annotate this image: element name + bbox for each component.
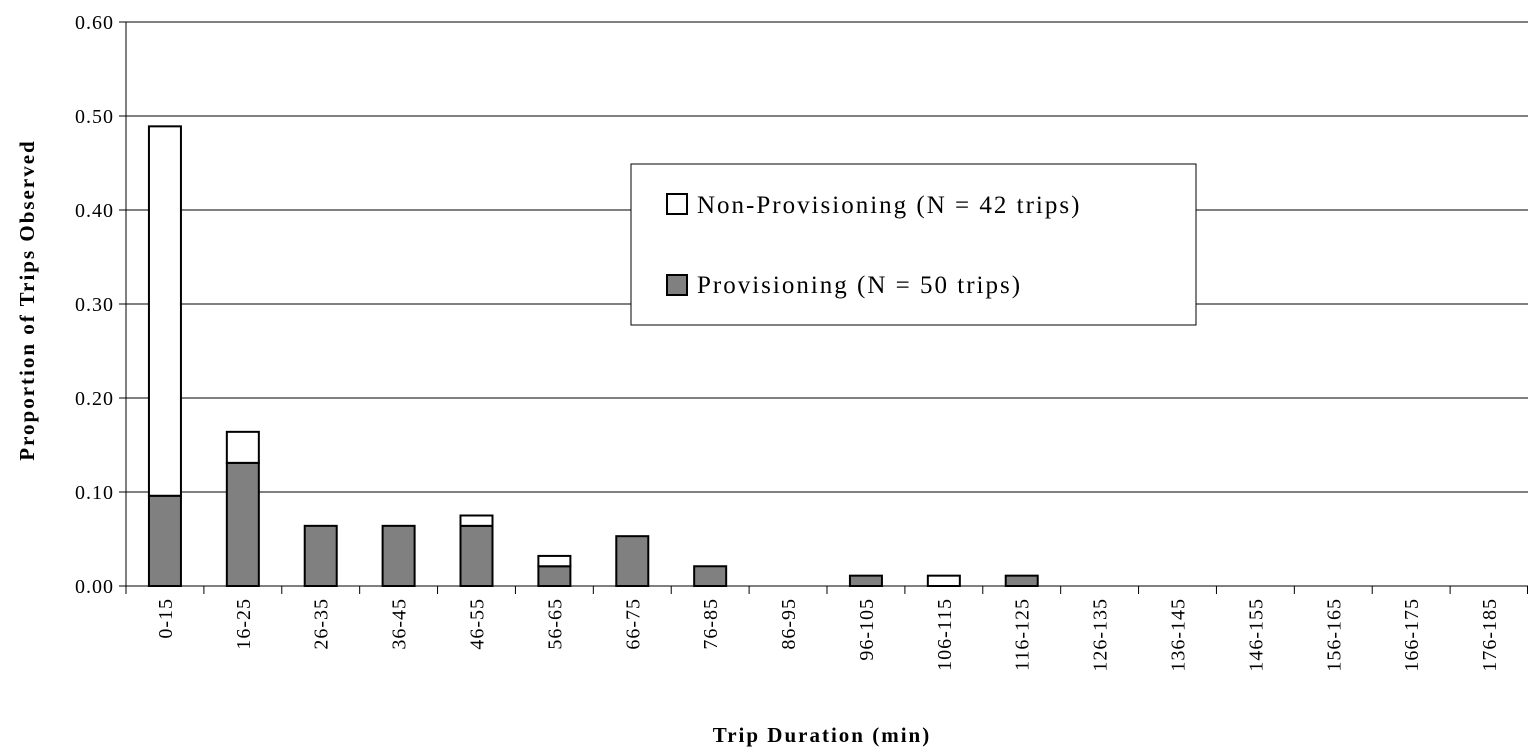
x-tick-label: 76-85	[700, 598, 722, 650]
bar-non-provisioning	[147, 125, 182, 497]
x-tick-label: 56-65	[544, 598, 566, 650]
bar-non-provisioning	[926, 574, 961, 587]
y-tick-labels: 0.00 0.10 0.20 0.30 0.40 0.50 0.60	[75, 12, 126, 598]
x-tick-label: 176-185	[1479, 598, 1501, 672]
bar-provisioning	[225, 461, 260, 587]
bar-provisioning	[1004, 574, 1039, 587]
bar-provisioning	[693, 565, 728, 588]
bar-provisioning	[459, 524, 494, 588]
x-tick-label: 146-155	[1245, 598, 1267, 672]
bars	[147, 125, 1039, 588]
x-axis-title: Trip Duration (min)	[713, 723, 931, 747]
x-tick-label: 166-175	[1401, 598, 1423, 672]
y-tick-label: 0.60	[75, 12, 114, 34]
y-tick-label: 0.00	[75, 576, 114, 598]
x-tick-label: 116-125	[1012, 598, 1034, 671]
bar-provisioning	[848, 574, 883, 587]
x-tick-label: 156-165	[1323, 598, 1345, 672]
bar-provisioning	[615, 535, 650, 587]
x-tick-label: 36-45	[389, 598, 411, 650]
bar-non-provisioning	[459, 514, 494, 527]
x-tick-label: 106-115	[934, 598, 956, 671]
legend-box	[630, 163, 1197, 326]
legend-label-provisioning: Provisioning (N = 50 trips)	[697, 272, 1022, 299]
x-tick-label: 96-105	[856, 598, 878, 661]
y-tick-label: 0.50	[75, 106, 114, 128]
legend-label-non-provisioning: Non-Provisioning (N = 42 trips)	[697, 192, 1081, 219]
x-tick-label: 136-145	[1168, 598, 1190, 672]
x-tick-label: 26-35	[311, 598, 333, 650]
y-tick-label: 0.10	[75, 482, 114, 504]
y-axis-title: Proportion of Trips Observed	[15, 139, 39, 460]
x-tick-label: 66-75	[622, 598, 644, 650]
y-tick-label: 0.40	[75, 200, 114, 222]
bar-provisioning	[147, 494, 182, 588]
legend: Non-Provisioning (N = 42 trips) Provisio…	[630, 163, 1197, 326]
bar-non-provisioning	[225, 430, 260, 464]
x-tick-label: 46-55	[467, 598, 489, 650]
legend-swatch-provisioning	[666, 274, 688, 296]
y-tick-label: 0.30	[75, 294, 114, 316]
y-tick-label: 0.20	[75, 388, 114, 410]
x-tick-label: 0-15	[155, 598, 177, 639]
legend-swatch-non-provisioning	[666, 193, 688, 215]
bar-non-provisioning	[537, 554, 572, 568]
x-tick-label: 86-95	[778, 598, 800, 650]
bar-provisioning	[303, 524, 338, 588]
x-tick-labels: 0-15 16-25 26-35 36-45 46-55 56-65 66-75 76-85 8…	[125, 586, 1528, 672]
bar-provisioning	[381, 524, 416, 588]
x-tick-label: 16-25	[233, 598, 255, 650]
x-tick-label: 126-135	[1090, 598, 1112, 672]
bar-provisioning	[537, 565, 572, 588]
